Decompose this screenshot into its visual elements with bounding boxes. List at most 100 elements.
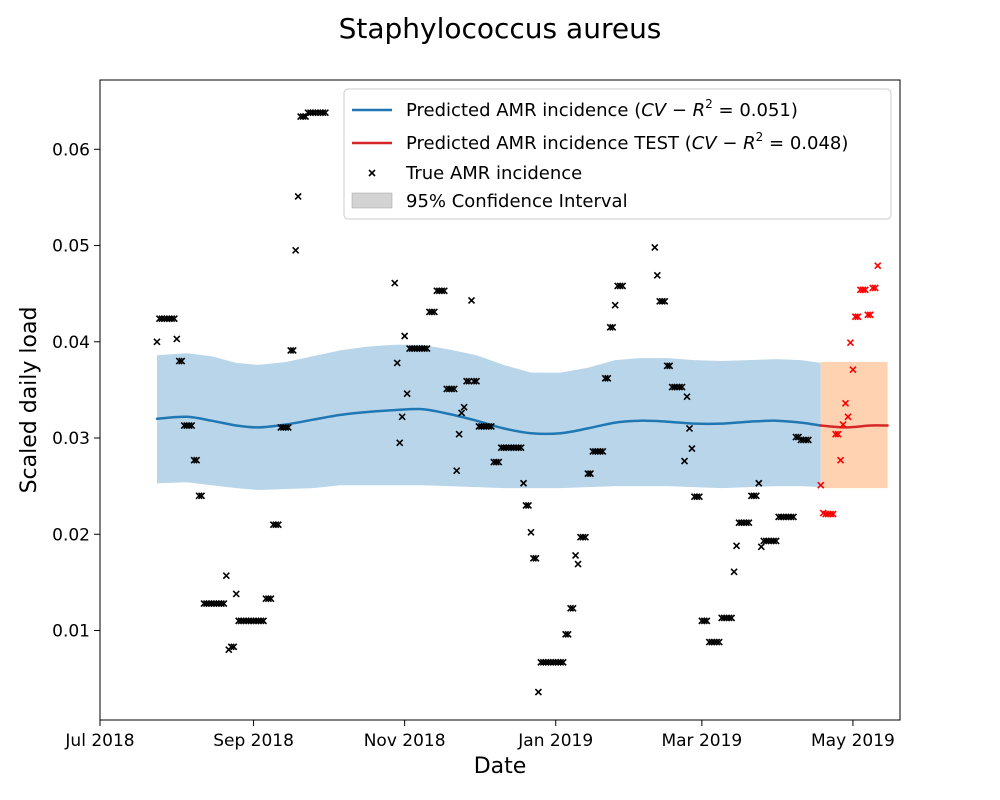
legend-entry-ci: 95% Confidence Interval bbox=[351, 191, 628, 212]
true-incidence-point bbox=[403, 390, 411, 398]
true-incidence-point-test bbox=[869, 284, 877, 292]
true-incidence-point-test bbox=[836, 456, 845, 464]
prediction-line-test bbox=[819, 424, 889, 429]
true-incidence-point bbox=[534, 688, 542, 696]
true-incidence-point bbox=[190, 456, 198, 464]
true-incidence-point bbox=[755, 479, 763, 487]
true-incidence-point bbox=[393, 359, 401, 367]
true-incidence-point bbox=[193, 456, 201, 464]
true-incidence-point bbox=[515, 444, 523, 452]
true-incidence-point-test bbox=[817, 481, 825, 489]
true-incidence-point bbox=[529, 554, 538, 562]
true-incidence-point bbox=[289, 346, 297, 355]
true-incidence-point bbox=[584, 470, 592, 478]
true-incidence-point bbox=[517, 444, 525, 452]
true-incidence-point bbox=[450, 385, 458, 393]
true-incidence-point bbox=[757, 543, 765, 551]
legend-entry-true: True AMR incidence bbox=[368, 163, 582, 184]
true-incidence-point bbox=[188, 421, 196, 430]
y-tick-label: 0.04 bbox=[52, 333, 90, 353]
true-incidence-point-test bbox=[854, 313, 862, 321]
true-incidence-point bbox=[467, 296, 476, 304]
true-incidence-point bbox=[532, 554, 540, 562]
legend-label: Predicted AMR incidence (CV − R2 = 0.051… bbox=[406, 97, 798, 121]
true-incidence-point bbox=[170, 315, 178, 323]
true-incidence-point-test bbox=[839, 420, 847, 429]
true-incidence-point bbox=[564, 630, 572, 638]
true-incidence-point bbox=[685, 424, 694, 432]
true-incidence-point bbox=[448, 385, 456, 393]
x-tick-label: Jul 2018 bbox=[64, 731, 134, 751]
true-incidence-point bbox=[185, 421, 193, 430]
legend-entry-pred: Predicted AMR incidence (CV − R2 = 0.051… bbox=[352, 97, 798, 121]
x-axis: Jul 2018 Sep 2018 Nov 2018 Jan 2019 Mar 2019… bbox=[64, 720, 895, 751]
true-incidence-point bbox=[227, 643, 235, 651]
true-incidence-point bbox=[611, 301, 619, 309]
legend: Predicted AMR incidence (CV − R2 = 0.051… bbox=[343, 88, 892, 220]
true-incidence-point bbox=[571, 551, 580, 559]
true-incidence-point bbox=[453, 467, 461, 475]
true-incidence-point bbox=[651, 243, 659, 252]
true-incidence-point bbox=[772, 537, 780, 545]
true-incidence-point bbox=[609, 323, 617, 331]
true-incidence-point-test bbox=[834, 430, 842, 438]
true-incidence-point bbox=[559, 658, 567, 666]
true-incidence-point bbox=[601, 374, 609, 382]
true-incidence-point bbox=[562, 630, 570, 638]
true-incidence-point bbox=[423, 344, 431, 353]
true-incidence-point bbox=[745, 519, 753, 527]
legend-label: 95% Confidence Interval bbox=[406, 191, 628, 212]
y-axis: 0.01 0.02 0.03 0.04 0.05 0.06 bbox=[52, 140, 100, 641]
true-incidence-point-test bbox=[864, 311, 872, 319]
true-incidence-point bbox=[658, 297, 666, 305]
legend-patch-icon bbox=[351, 192, 393, 209]
true-incidence-point bbox=[596, 447, 604, 456]
true-incidence-point bbox=[259, 617, 268, 625]
true-incidence-point bbox=[267, 595, 275, 603]
true-incidence-point-test bbox=[851, 313, 859, 321]
true-incidence-point bbox=[730, 568, 738, 576]
true-incidence-point bbox=[492, 458, 500, 466]
true-incidence-point bbox=[693, 493, 701, 501]
true-incidence-point-test bbox=[861, 286, 869, 294]
plot-area bbox=[153, 109, 889, 696]
true-incidence-point bbox=[725, 614, 733, 622]
true-incidence-point bbox=[460, 403, 468, 411]
true-incidence-point bbox=[695, 493, 703, 501]
true-incidence-point bbox=[495, 458, 503, 466]
true-incidence-point bbox=[428, 308, 436, 316]
true-incidence-point-test bbox=[827, 510, 835, 518]
true-incidence-point bbox=[770, 537, 778, 545]
true-incidence-point bbox=[430, 308, 438, 316]
true-incidence-point bbox=[700, 617, 708, 625]
y-tick-label: 0.03 bbox=[52, 429, 90, 449]
true-incidence-point bbox=[420, 344, 429, 353]
true-incidence-point bbox=[728, 614, 736, 622]
true-incidence-point bbox=[527, 528, 535, 536]
true-incidence-point bbox=[178, 357, 186, 365]
y-tick-label: 0.02 bbox=[52, 525, 90, 545]
true-incidence-point bbox=[742, 519, 751, 527]
true-incidence-point bbox=[524, 501, 533, 509]
true-incidence-point bbox=[715, 638, 723, 646]
true-incidence-point bbox=[391, 279, 399, 287]
true-incidence-point bbox=[222, 572, 230, 580]
true-incidence-point bbox=[750, 492, 758, 500]
true-incidence-point bbox=[661, 297, 669, 305]
true-incidence-point bbox=[472, 377, 481, 385]
true-incidence-point bbox=[653, 271, 661, 279]
true-incidence-point bbox=[599, 447, 607, 456]
true-incidence-point bbox=[688, 445, 696, 453]
true-incidence-point bbox=[557, 658, 565, 666]
true-incidence-point bbox=[567, 604, 575, 612]
x-tick-label: Jan 2019 bbox=[517, 731, 593, 751]
true-incidence-point bbox=[257, 617, 265, 625]
true-incidence-point bbox=[458, 409, 466, 417]
true-incidence-marker-layer bbox=[153, 109, 882, 696]
true-incidence-point bbox=[574, 560, 582, 568]
true-incidence-point bbox=[287, 346, 295, 355]
true-incidence-point bbox=[470, 377, 478, 385]
true-incidence-point bbox=[282, 423, 290, 431]
true-incidence-point bbox=[604, 374, 612, 382]
y-axis-label: Scaled daily load bbox=[17, 307, 42, 494]
